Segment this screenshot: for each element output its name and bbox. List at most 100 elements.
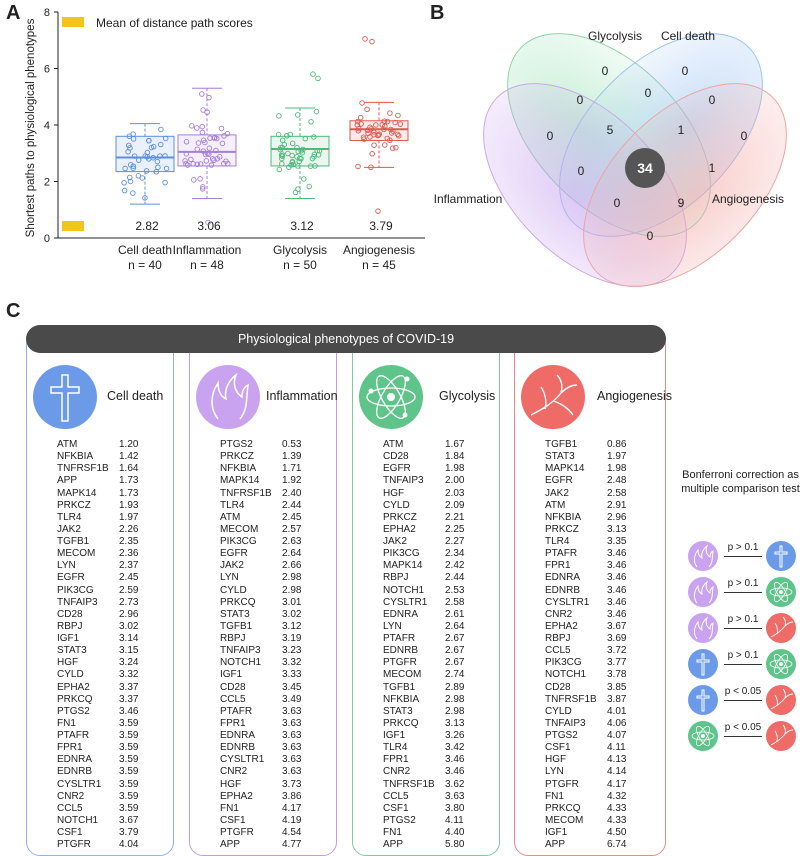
gene-row: RBPJ 2.44 [383, 572, 485, 584]
gene-score: 2.25 [445, 523, 465, 535]
gene-name: PTAFR [383, 633, 416, 644]
gene-score: 1.98 [607, 463, 627, 475]
inflammation-flame-icon [196, 365, 260, 429]
gene-score: 2.61 [445, 608, 465, 620]
gene-score: 3.33 [282, 669, 302, 681]
gene-score: 3.63 [282, 766, 302, 778]
data-point [381, 118, 388, 124]
gene-name: FN1 [57, 717, 76, 729]
gene-name: PTGFR [57, 839, 91, 851]
data-point [359, 100, 365, 106]
gene-row: CSF1 3.80 [383, 803, 485, 815]
gene-row: MECOM 4.33 [545, 815, 647, 827]
gene-name: APP [383, 839, 404, 851]
gene-row: ATM 1.20 [57, 439, 159, 451]
column-cell-death: Cell death ATM 1.20 NFKBIA 1.42 TNFRSF1B 1.64… [26, 330, 174, 856]
data-point [292, 189, 299, 196]
gene-name: NOTCH1 [545, 669, 587, 681]
gene-name: LYN [545, 766, 564, 778]
bonferroni-title-line1: Bonferroni correction as [682, 469, 799, 481]
gene-name: EDNRA [383, 608, 419, 620]
data-point [295, 112, 301, 118]
comparison-line [724, 736, 762, 737]
data-point [368, 164, 374, 171]
data-point [144, 149, 151, 156]
gene-row: MAPK14 1.98 [545, 463, 647, 475]
gene-row: APP 4.77 [220, 839, 322, 851]
count-label: n = 40 [128, 258, 162, 272]
gene-score: 4.01 [607, 705, 627, 717]
gene-row: STAT3 3.15 [57, 645, 159, 657]
gene-score: 3.78 [607, 669, 627, 681]
gene-score: 2.26 [119, 523, 139, 535]
gene-score: 3.23 [282, 645, 302, 657]
gene-row: PRKCQ 4.33 [545, 803, 647, 815]
data-point [127, 178, 134, 185]
p-value-label: p < 0.05 [724, 722, 762, 733]
gene-row: MAPK14 2.42 [383, 560, 485, 572]
gene-score: 3.35 [607, 536, 627, 547]
gene-name: CCL5 [383, 790, 409, 802]
gene-score: 2.48 [607, 475, 627, 487]
data-point [384, 118, 391, 125]
gene-score: 4.04 [119, 839, 139, 851]
gene-name: MAPK14 [57, 487, 97, 499]
gene-name: EDNRB [545, 584, 581, 596]
gene-row: TNFRSF1B 2.40 [220, 488, 322, 500]
gene-score: 2.00 [445, 475, 465, 487]
gene-row: MECOM 2.36 [57, 548, 159, 560]
data-point [390, 128, 396, 134]
gene-score: 2.21 [445, 511, 465, 523]
gene-row: FN1 4.17 [220, 803, 322, 815]
gene-score: 2.34 [445, 548, 465, 560]
gene-name: PTGS2 [545, 730, 578, 741]
gene-row: CNR2 3.63 [220, 766, 322, 778]
column-glycolysis: Glycolysis ATM 1.67 CD28 1.84 EGFR 1.98 TNFAIP… [352, 330, 500, 856]
gene-row: LYN 2.64 [383, 621, 485, 633]
data-point [199, 186, 206, 192]
gene-score: 3.49 [282, 693, 302, 705]
gene-row: LYN 2.98 [220, 572, 322, 584]
gene-score: 6.74 [607, 839, 627, 851]
gene-name: TNFRSF1B [545, 693, 597, 705]
gene-score: 3.46 [119, 705, 139, 717]
data-point [365, 130, 371, 137]
data-point [361, 136, 367, 142]
gene-name: EPHA2 [57, 681, 90, 693]
gene-score: 3.63 [282, 742, 302, 754]
gene-row: PTGFR 4.17 [545, 779, 647, 791]
gene-score: 1.98 [445, 463, 465, 475]
gene-score: 1.93 [119, 499, 139, 511]
data-point [276, 166, 283, 173]
gene-score: 4.77 [282, 839, 302, 851]
gene-row: NOTCH1 2.53 [383, 585, 485, 597]
gene-row: TNFAIP3 2.00 [383, 475, 485, 487]
data-point [183, 139, 190, 145]
gene-row: CSF1 3.79 [57, 827, 159, 839]
gene-score: 4.33 [607, 814, 627, 826]
gene-name: NFKBIA [57, 451, 94, 463]
gene-score: 4.40 [445, 827, 465, 838]
gene-row: CCL5 3.72 [545, 645, 647, 657]
gene-row: HGF 3.24 [57, 657, 159, 669]
bonferroni-row: p > 0.1 [688, 646, 798, 682]
gene-name: JAK2 [57, 523, 81, 535]
gene-row: PTAFR 3.46 [545, 548, 647, 560]
gene-row: CNR2 3.46 [545, 609, 647, 621]
gene-score: 1.73 [119, 487, 139, 499]
gene-row: FN1 3.59 [57, 718, 159, 730]
gene-list: PTGS2 0.53 PRKCZ 1.39 NFKBIA 1.71 MAPK14 1.92 TN… [220, 439, 322, 851]
p-value-label: p > 0.1 [727, 650, 759, 661]
gene-score: 2.09 [445, 499, 465, 511]
x-tick-label: Glycolysis [273, 243, 327, 257]
gene-score: 2.03 [445, 487, 465, 499]
data-point [354, 118, 361, 125]
data-point [200, 137, 207, 144]
gene-score: 3.59 [119, 790, 139, 802]
gene-row: FN1 4.40 [383, 827, 485, 839]
data-point [285, 150, 291, 157]
data-point [316, 147, 323, 154]
gene-score: 2.37 [119, 560, 139, 572]
